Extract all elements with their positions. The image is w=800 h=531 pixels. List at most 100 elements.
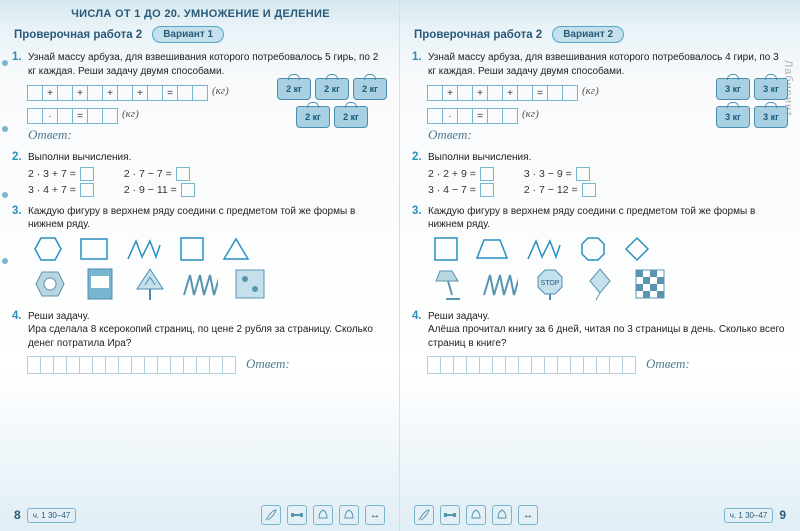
weight-icon: 2 кг [315,78,349,100]
square-icon [180,237,204,261]
calc: 3 · 4 − 7 = [428,183,494,197]
chessboard-icon [632,266,668,302]
weight-icon: 2 кг [353,78,387,100]
variant-badge: Вариант 1 [152,26,224,43]
task-number: 2. [412,151,422,163]
weight-icon: 3 кг [716,78,750,100]
arrows-icon: ↔ [365,505,385,525]
calc: 2 · 2 + 9 = [428,167,494,181]
weights-visual: 3 кг 3 кг 3 кг 3 кг [716,78,788,131]
kite-icon [582,266,618,302]
answer-label: Ответ: [28,127,269,143]
task-number: 3. [12,205,22,217]
task-4-text: Алёша прочитал книгу за 6 дней, читая по… [428,323,788,350]
weight-icon: 2 кг [296,106,330,128]
dumbbell-icon [287,505,307,525]
roadsign-icon [132,266,168,302]
variant-badge: Вариант 2 [552,26,624,43]
task-4-title: Реши задачу. [28,310,387,324]
addition-grid: +++= [428,85,578,101]
task-1: 1. Узнай массу арбуза, для взвешивания к… [414,51,788,143]
weight-icon: 3 кг [754,106,788,128]
objects-bottom-row: STOP [428,266,788,302]
task-1: 1. Узнай массу арбуза, для взвешивания к… [14,51,387,143]
triangle-icon [222,237,250,261]
calc: 2 · 3 + 7 = [28,167,94,181]
task-number: 2. [12,151,22,163]
lamp-icon [432,266,468,302]
left-page: ЧИСЛА ОТ 1 ДО 20. УМНОЖЕНИЕ И ДЕЛЕНИЕ Пр… [0,0,400,531]
task-4: 4. Реши задачу. Алёша прочитал книгу за … [414,310,788,375]
spring-icon [482,266,518,302]
calc: 3 · 4 + 7 = [28,183,94,197]
calc: 2 · 7 − 7 = [124,167,190,181]
multiplication-grid: ·= [428,108,518,124]
page-number: 9 [779,508,786,522]
section-title: ЧИСЛА ОТ 1 ДО 20. УМНОЖЕНИЕ И ДЕЛЕНИЕ [14,8,387,20]
multiplication-grid: ·= [28,108,118,124]
weight-icon: 3 кг [754,78,788,100]
shapes-top-row [428,236,788,262]
unit-label: (кг) [212,85,229,97]
diamond-icon [624,236,650,262]
calc: 3 · 3 − 9 = [524,167,590,181]
task-number: 4. [12,310,22,322]
task-number: 3. [412,205,422,217]
work-title: Проверочная работа 2 [414,29,542,41]
trapezoid-icon [476,238,508,260]
bell-icon [339,505,359,525]
hexagon-icon [34,236,62,262]
feather-icon [414,505,434,525]
shapes-top-row [28,236,387,262]
bell-icon [313,505,333,525]
answer-label: Ответ: [246,356,290,372]
nut-icon [32,266,68,302]
calc: 2 · 9 − 11 = [124,183,195,197]
task-2-title: Выполни вычисления. [28,151,387,165]
bell-icon [466,505,486,525]
feather-icon [261,505,281,525]
answer-grid [28,356,236,374]
task-3: 3. Каждую фигуру в верхнем ряду соедини … [414,205,788,302]
task-number: 4. [412,310,422,322]
bell-icon [492,505,512,525]
task-2-title: Выполни вычисления. [428,151,788,165]
zigzag-icon [126,237,162,261]
arrows-icon: ↔ [518,505,538,525]
dumbbell-icon [440,505,460,525]
addition-grid: ++++= [28,85,208,101]
margin-decor [2,60,8,501]
right-page: Проверочная работа 2 Вариант 2 1. Узнай … [400,0,800,531]
task-number: 1. [412,51,422,63]
rectangle-icon [80,238,108,260]
weight-icon: 2 кг [277,78,311,100]
weight-icon: 3 кг [716,106,750,128]
weight-icon: 2 кг [334,106,368,128]
spring-icon [182,266,218,302]
task-2: 2. Выполни вычисления. 2 · 2 + 9 = 3 · 3… [414,151,788,197]
notebook-icon [82,266,118,302]
task-3: 3. Каждую фигуру в верхнем ряду соедини … [14,205,387,302]
page-footer: ↔ ч. 1 30–47 9 [414,505,786,525]
unit-label: (кг) [582,85,599,97]
part-ref: ч. 1 30–47 [27,508,77,523]
work-title: Проверочная работа 2 [14,29,142,41]
answer-label: Ответ: [428,127,708,143]
zigzag-icon [526,237,562,261]
task-3-text: Каждую фигуру в верхнем ряду соедини с п… [28,205,387,232]
task-4: 4. Реши задачу. Ира сделала 8 ксерокопий… [14,310,387,375]
unit-label: (кг) [522,108,539,120]
weights-visual: 2 кг 2 кг 2 кг 2 кг 2 кг [277,78,387,131]
answer-label: Ответ: [646,356,690,372]
unit-label: (кг) [122,108,139,120]
page-footer: 8 ч. 1 30–47 ↔ [14,505,385,525]
page-number: 8 [14,508,21,522]
octagon-icon [580,236,606,262]
task-2: 2. Выполни вычисления. 2 · 3 + 7 = 2 · 7… [14,151,387,197]
answer-grid [428,356,636,374]
tile-icon [232,266,268,302]
calc: 2 · 7 − 12 = [524,183,596,197]
svg-text:STOP: STOP [541,280,560,287]
task-3-text: Каждую фигуру в верхнем ряду соедини с п… [428,205,788,232]
square-icon [434,237,458,261]
